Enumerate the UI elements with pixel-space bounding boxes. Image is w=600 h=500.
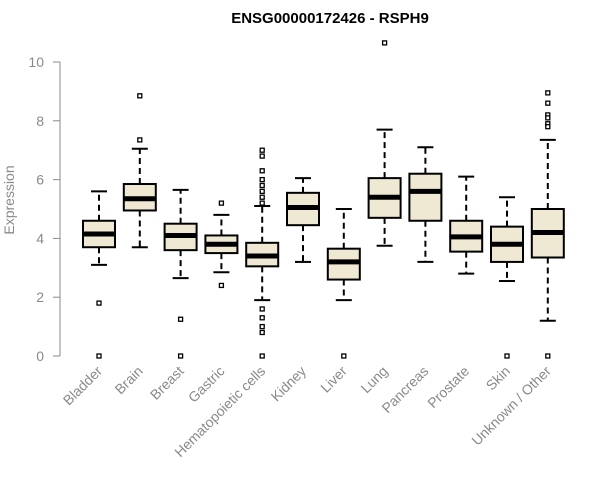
outlier-point: [259, 176, 265, 183]
outlier-point: [259, 147, 265, 153]
box-prostate: [449, 175, 484, 275]
outlier-point: [259, 194, 265, 200]
box-unknown-other: [530, 90, 565, 359]
box-brain: [122, 93, 157, 249]
x-tick-label: Prostate: [424, 363, 472, 411]
outlier-point: [259, 182, 265, 189]
x-tick-label: Kidney: [268, 363, 310, 405]
x-tick-label: Bladder: [60, 363, 106, 409]
y-tick-label: 4: [36, 230, 44, 246]
outlier-point: [259, 323, 265, 330]
box-gastric: [204, 200, 239, 289]
outlier-point: [96, 300, 102, 306]
box-liver: [326, 208, 361, 359]
y-axis-label: Expression: [1, 165, 17, 234]
outlier-point: [545, 90, 551, 96]
outlier-point: [259, 353, 265, 359]
box-breast: [163, 188, 198, 359]
outlier-point: [218, 200, 225, 206]
outlier-point: [259, 329, 265, 336]
y-tick-label: 8: [36, 113, 44, 129]
outlier-point: [218, 282, 225, 289]
outlier-point: [545, 115, 551, 121]
outlier-point: [545, 353, 551, 359]
outlier-point: [259, 188, 265, 195]
y-tick-label: 2: [36, 289, 44, 305]
boxes-group: [82, 40, 565, 359]
x-tick-label: Skin: [483, 363, 514, 394]
outlier-point: [259, 315, 265, 321]
outlier-point: [137, 93, 143, 99]
outlier-point: [137, 137, 143, 143]
box-lung: [367, 40, 402, 247]
y-tick-label: 6: [36, 172, 44, 188]
outlier-point: [259, 168, 265, 174]
y-axis: 0 2 4 6 8 10: [28, 54, 61, 364]
outlier-point: [259, 200, 265, 206]
outlier-point: [545, 124, 551, 130]
box-pancreas: [408, 146, 443, 263]
box-skin: [490, 196, 524, 359]
chart-title: ENSG00000172426 - RSPH9: [231, 10, 429, 27]
iqr-box: [408, 172, 443, 222]
outlier-point: [259, 306, 265, 312]
box-bladder: [82, 190, 116, 359]
x-tick-label: Lung: [357, 363, 390, 396]
x-tick-label: Liver: [317, 363, 350, 396]
x-tick-label: Breast: [147, 363, 187, 403]
box-hematopoietic-cells: [245, 147, 280, 359]
outlier-point: [504, 353, 510, 359]
outlier-point: [177, 316, 184, 322]
outlier-point: [259, 153, 265, 159]
outlier-point: [545, 100, 551, 106]
x-tick-label: Brain: [111, 363, 145, 397]
y-tick-label: 10: [28, 54, 44, 70]
outlier-point: [381, 40, 388, 46]
box-kidney: [286, 177, 320, 263]
outlier-point: [96, 353, 102, 359]
y-tick-label: 0: [36, 348, 44, 364]
outlier-point: [341, 353, 347, 359]
outlier-point: [177, 353, 184, 359]
